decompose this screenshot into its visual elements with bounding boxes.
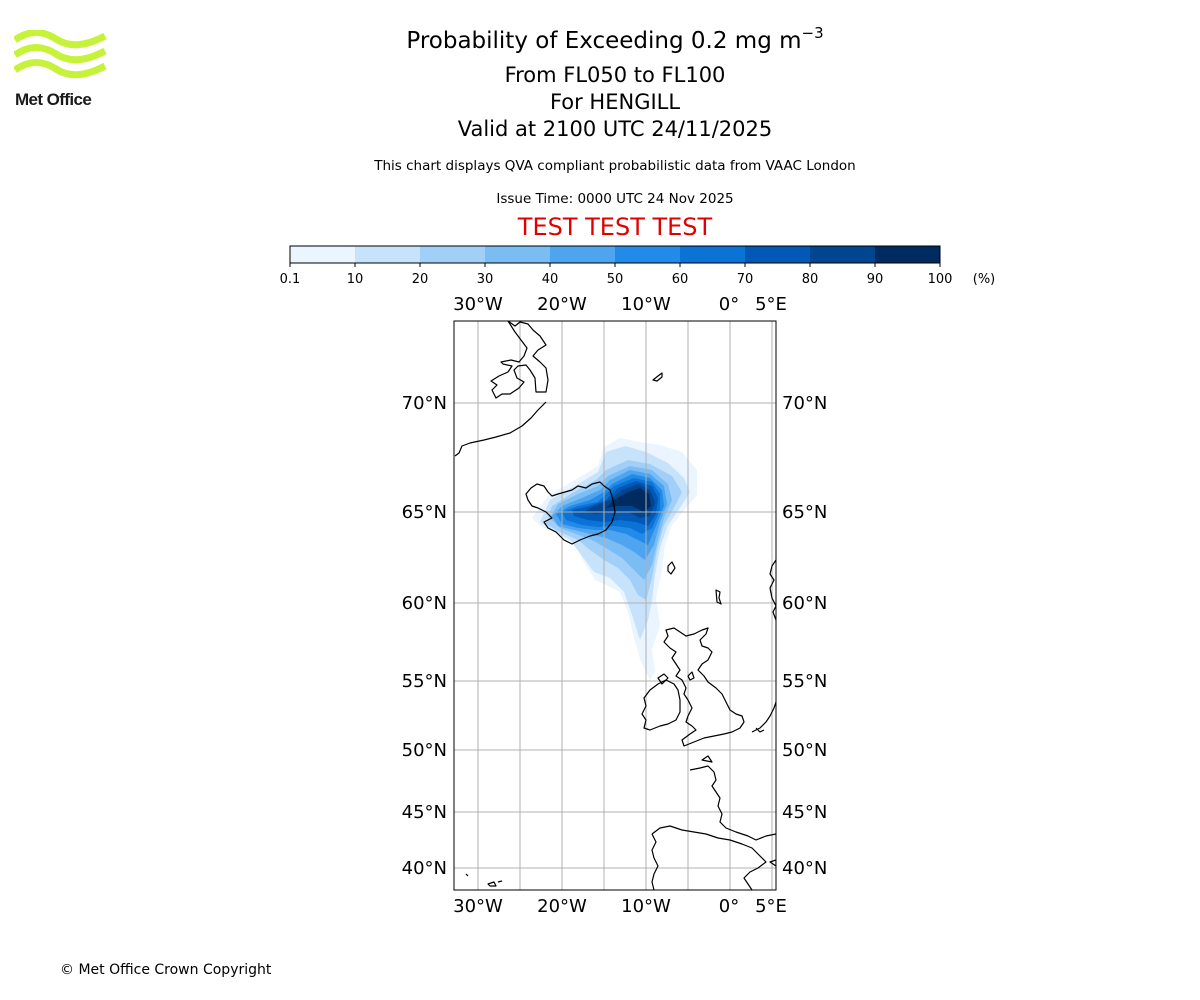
volcano-name: For HENGILL: [549, 90, 681, 114]
colorbar-tick-label: 20: [412, 272, 429, 287]
colorbar-tick-label: 80: [802, 272, 819, 287]
great-britain-coast: [663, 627, 745, 747]
colorbar-swatch: [615, 246, 681, 263]
colorbar-tick-label: 70: [737, 272, 754, 287]
lat-labels-left: 70°N 65°N 60°N 55°N 50°N 45°N 40°N: [402, 393, 447, 879]
colorbar-tick-label: 90: [867, 272, 884, 287]
test-banner: TEST TEST TEST: [517, 213, 713, 241]
greenland-coast: [490, 321, 549, 399]
lat-label: 60°N: [782, 593, 827, 614]
valid-time: Valid at 2100 UTC 24/11/2025: [457, 117, 773, 141]
issue-time: Issue Time: 0000 UTC 24 Nov 2025: [496, 191, 734, 207]
map: 30°W 20°W 10°W 0° 5°E 30°W 20°W 10°W 0° …: [402, 294, 828, 917]
colorbar-swatch: [745, 246, 811, 263]
copyright-notice: © Met Office Crown Copyright: [60, 962, 272, 978]
flight-level-range: From FL050 to FL100: [504, 63, 726, 87]
title-exponent: −3: [801, 24, 824, 42]
colorbar-swatch: [355, 246, 421, 263]
colorbar-unit: (%): [973, 272, 996, 287]
logo-text: Met Office: [15, 90, 92, 109]
lat-label: 50°N: [782, 740, 827, 761]
colorbar-swatch: [290, 246, 356, 263]
lat-label: 40°N: [402, 858, 447, 879]
colorbar-tick-label: 40: [542, 272, 559, 287]
lat-label: 55°N: [782, 671, 827, 692]
met-office-logo: Met Office: [12, 28, 109, 112]
lon-labels-bottom: 30°W 20°W 10°W 0° 5°E: [453, 896, 787, 917]
colorbar-tick-label: 50: [607, 272, 624, 287]
lon-label: 5°E: [755, 294, 787, 315]
lat-label: 70°N: [782, 393, 827, 414]
lat-label: 45°N: [782, 802, 827, 823]
colorbar-tick-label: 0.1: [280, 272, 301, 287]
graticule: [454, 321, 776, 890]
lon-label: 20°W: [537, 896, 587, 917]
colorbar-swatch: [680, 246, 746, 263]
colorbar-swatch: [875, 246, 941, 263]
colorbar-swatch: [550, 246, 616, 263]
chart-description: This chart displays QVA compliant probab…: [374, 158, 856, 174]
colorbar-tick-label: 30: [477, 272, 494, 287]
lon-label: 5°E: [755, 896, 787, 917]
lon-label: 10°W: [621, 896, 671, 917]
lon-labels-top: 30°W 20°W 10°W 0° 5°E: [453, 294, 787, 315]
lat-label: 45°N: [402, 802, 447, 823]
france-coast: [689, 765, 776, 841]
lon-label: 10°W: [621, 294, 671, 315]
lat-label: 70°N: [402, 393, 447, 414]
colorbar: 0.1 10 20 30 40 50 60 70 80 90 100 (%): [280, 245, 996, 287]
lon-label: 30°W: [453, 896, 503, 917]
lat-labels-right: 70°N 65°N 60°N 55°N 50°N 45°N 40°N: [782, 393, 827, 879]
lat-label: 50°N: [402, 740, 447, 761]
map-area: [454, 321, 776, 890]
lat-label: 40°N: [782, 858, 827, 879]
lat-label: 65°N: [782, 502, 827, 523]
lon-label: 0°: [719, 896, 739, 917]
colorbar-tick-label: 10: [347, 272, 364, 287]
iceland-coast: [525, 481, 616, 545]
lat-label: 60°N: [402, 593, 447, 614]
lat-label: 55°N: [402, 671, 447, 692]
colorbar-tick-label: 100: [928, 272, 953, 287]
ireland-coast: [641, 679, 681, 731]
lon-label: 0°: [719, 294, 739, 315]
iberia-coast: [651, 825, 767, 890]
map-frame: [453, 320, 777, 891]
coastlines: [454, 321, 776, 890]
colorbar-swatch: [420, 246, 486, 263]
lon-label: 20°W: [537, 294, 587, 315]
lat-label: 65°N: [402, 502, 447, 523]
colorbar-tick-label: 60: [672, 272, 689, 287]
met-office-wave-icon: [12, 28, 107, 79]
colorbar-swatch: [485, 246, 551, 263]
colorbar-swatch: [810, 246, 876, 263]
lon-label: 30°W: [453, 294, 503, 315]
chart-title: Probability of Exceeding 0.2 mg m−3: [406, 24, 824, 54]
